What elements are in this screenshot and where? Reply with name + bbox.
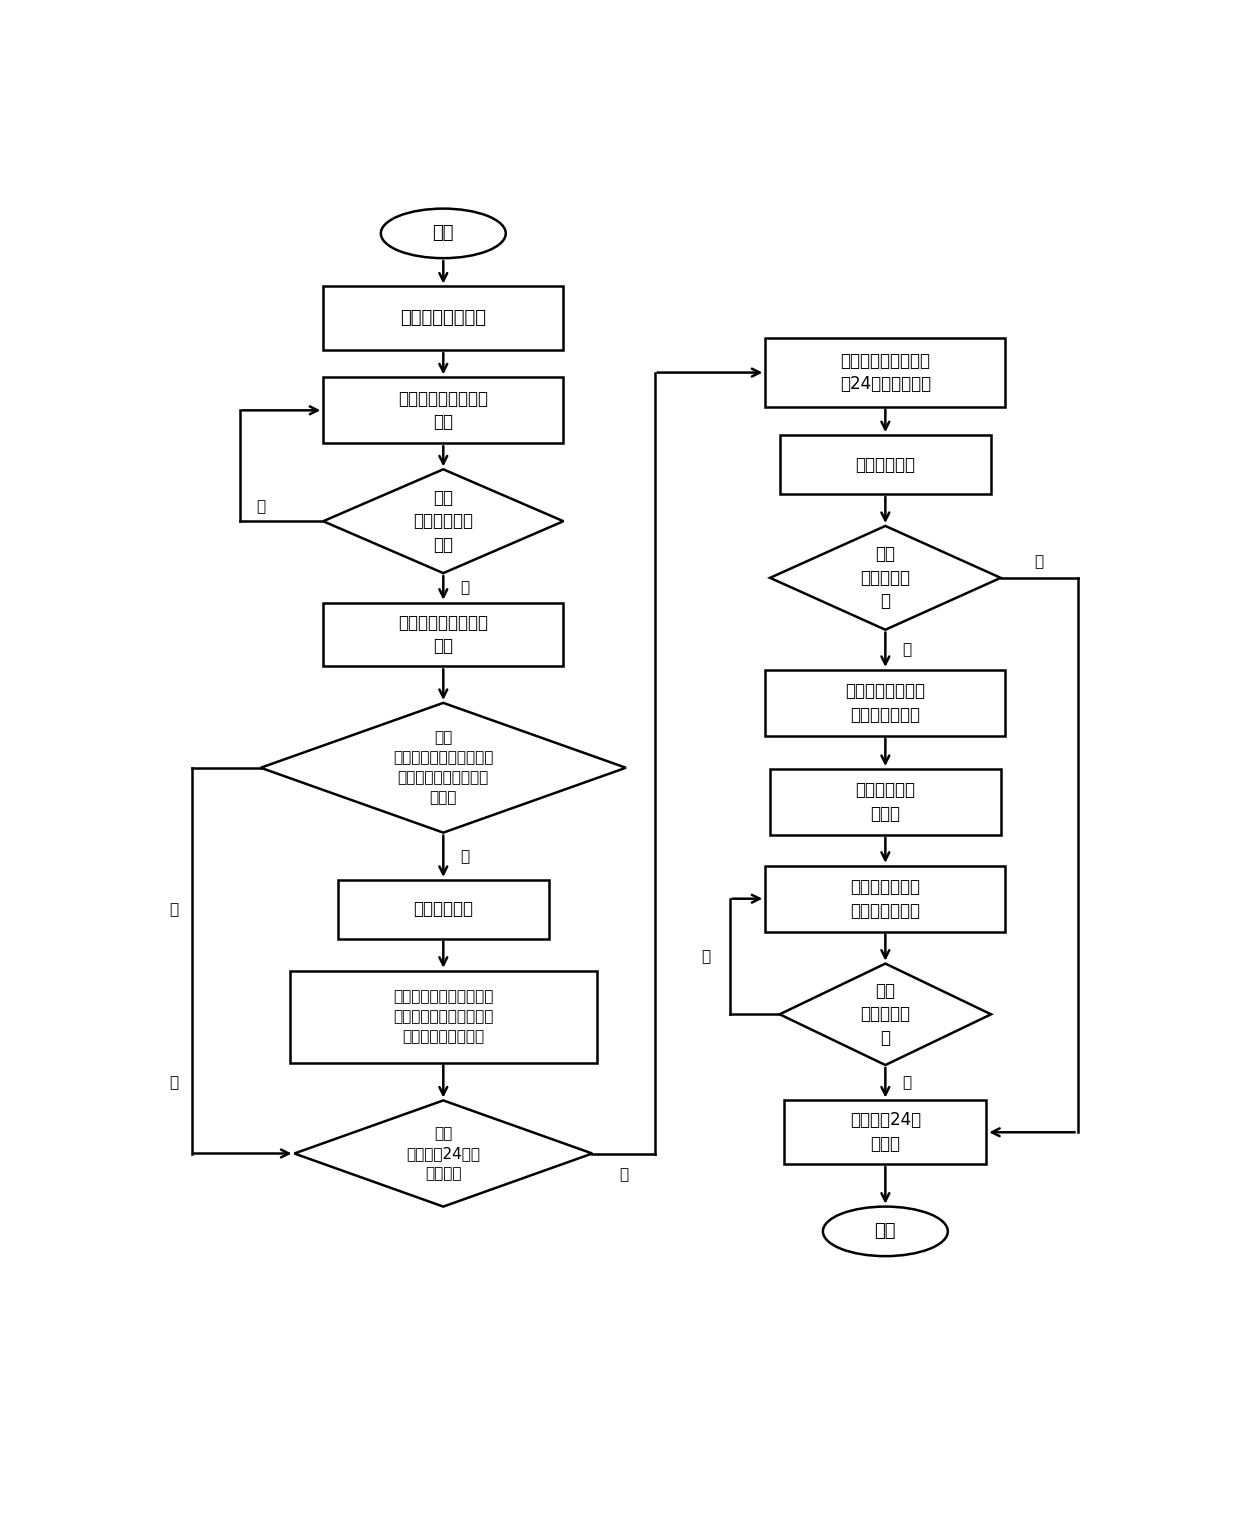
Text: 记录这个时刻: 记录这个时刻 [413,901,474,918]
Text: 判断
这半小时的平均电流是否
比上时刻半小时的平均
电流小: 判断 这半小时的平均电流是否 比上时刻半小时的平均 电流小 [393,731,494,804]
FancyBboxPatch shape [324,602,563,666]
Text: 是: 是 [903,1075,911,1091]
Polygon shape [294,1100,593,1207]
FancyBboxPatch shape [765,866,1006,931]
Ellipse shape [381,208,506,259]
Polygon shape [324,469,563,573]
Polygon shape [260,703,626,832]
FancyBboxPatch shape [785,1100,986,1164]
Text: 当中控器进行通信时获取
换相器这个时刻往前半小
时的平均电流并存储: 当中控器进行通信时获取 换相器这个时刻往前半小 时的平均电流并存储 [393,990,494,1043]
Text: 开始: 开始 [433,224,454,242]
Text: 否: 否 [1034,555,1044,568]
Text: 获取换相器数据，算
出24小时平均电流: 获取换相器数据，算 出24小时平均电流 [839,352,931,394]
Text: 是: 是 [460,849,470,864]
Text: 调用平衡算法: 调用平衡算法 [856,455,915,473]
FancyBboxPatch shape [289,971,596,1063]
FancyBboxPatch shape [780,435,991,495]
FancyBboxPatch shape [337,879,549,939]
FancyBboxPatch shape [324,377,563,443]
Polygon shape [780,964,991,1065]
Text: 是: 是 [460,581,470,596]
FancyBboxPatch shape [770,769,1001,835]
Text: 判断
是否到达半个
小时: 判断 是否到达半个 小时 [413,489,474,553]
Polygon shape [770,525,1001,630]
Text: 重新启动24小
时延时: 重新启动24小 时延时 [849,1112,921,1154]
Text: 判断
是否到达24小时
延时时间: 判断 是否到达24小时 延时时间 [407,1126,480,1181]
Text: 否: 否 [257,499,265,515]
Text: 计算这半小时的平均
电流: 计算这半小时的平均 电流 [398,614,489,656]
Text: 一分钟累加一次平均
电流: 一分钟累加一次平均 电流 [398,389,489,430]
FancyBboxPatch shape [765,339,1006,408]
Text: 是: 是 [903,642,911,657]
Text: 发送换相器动作
时间和动作相位: 发送换相器动作 时间和动作相位 [851,878,920,919]
Text: 结束: 结束 [874,1223,897,1241]
Ellipse shape [823,1207,947,1256]
Text: 判断
是否需要换
相: 判断 是否需要换 相 [861,545,910,610]
Text: 算出换相器换
相时间: 算出换相器换 相时间 [856,781,915,823]
Text: 中控器上电初始化: 中控器上电初始化 [401,309,486,328]
Text: 是: 是 [619,1167,627,1183]
Text: 否: 否 [170,1075,179,1091]
FancyBboxPatch shape [765,669,1006,735]
Text: 否: 否 [702,948,711,964]
Text: 根据半小时数据算
出最小电流时刻: 根据半小时数据算 出最小电流时刻 [846,682,925,723]
FancyBboxPatch shape [324,286,563,351]
Text: 否: 否 [170,902,179,916]
Text: 换相
器换相时间
到: 换相 器换相时间 到 [861,982,910,1046]
